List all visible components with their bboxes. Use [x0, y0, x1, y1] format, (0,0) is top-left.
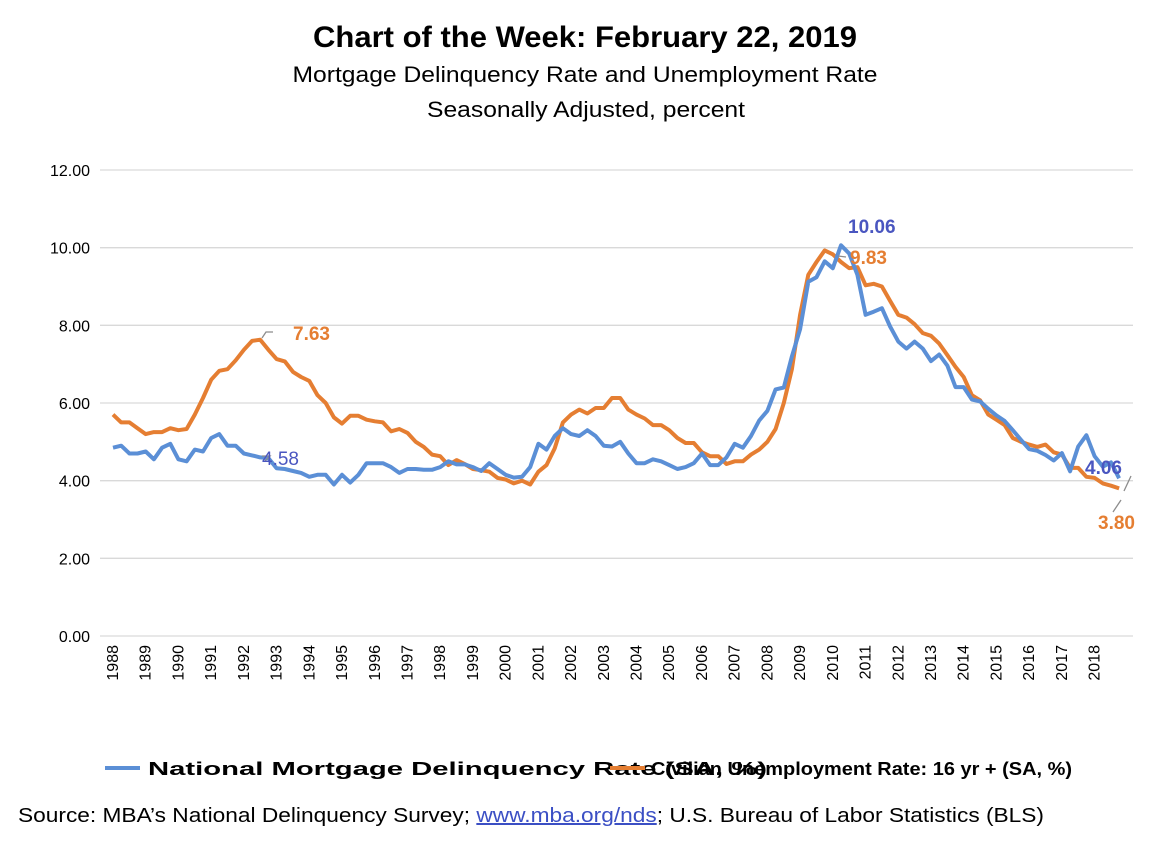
x-tick-label: 2017 — [1054, 645, 1071, 681]
x-tick-label: 2001 — [530, 645, 547, 681]
gridlines — [100, 169, 1133, 637]
x-axis-ticks: 1988 1989 1990 1991 1992 1993 1994 1995 1996 1997… — [105, 645, 1104, 681]
x-tick-label: 2005 — [661, 645, 678, 681]
label-leader-line — [261, 331, 273, 339]
unemployment-rate-line — [111, 248, 1120, 491]
x-tick-label: 2012 — [890, 645, 907, 681]
data-labels: 4.58 10.06 4.06 7.63 9.83 3.80 — [261, 217, 1135, 534]
x-tick-label: 1997 — [399, 645, 416, 681]
x-tick-label: 2004 — [629, 645, 646, 681]
series-lines — [111, 243, 1121, 491]
x-tick-label: 1998 — [432, 645, 449, 681]
legend: National Mortgage Delinquency Rate (SA, … — [105, 759, 1072, 779]
x-tick-label: 2007 — [727, 645, 744, 681]
x-tick-label: 2003 — [596, 645, 613, 681]
chart-subtitle-1: Mortgage Delinquency Rate and Unemployme… — [293, 62, 878, 87]
label-leader-line — [837, 255, 847, 258]
x-tick-label: 1996 — [367, 645, 384, 681]
x-tick-label: 1993 — [269, 645, 286, 681]
y-tick-label: 2.00 — [59, 551, 90, 568]
x-tick-label: 2018 — [1087, 645, 1104, 681]
y-tick-label: 12.00 — [50, 163, 90, 180]
x-tick-label: 1999 — [465, 645, 482, 681]
x-tick-label: 2011 — [858, 645, 875, 680]
data-label: 7.63 — [293, 324, 330, 345]
x-tick-label: 2008 — [759, 645, 776, 681]
y-tick-label: 0.00 — [59, 629, 90, 646]
data-label: 9.83 — [850, 248, 887, 269]
legend-label-unemployment: Civilian Unemployment Rate: 16 yr + (SA,… — [651, 759, 1072, 779]
y-axis-ticks: 0.00 2.00 4.00 6.00 8.00 10.00 12.00 — [50, 163, 90, 646]
data-label: 10.06 — [848, 217, 896, 238]
x-tick-label: 2009 — [792, 645, 809, 681]
x-tick-label: 1995 — [334, 645, 351, 681]
y-tick-label: 10.00 — [50, 241, 90, 258]
source-link[interactable]: www.mba.org/nds — [475, 805, 657, 827]
label-leader-line — [262, 455, 272, 462]
x-tick-label: 2016 — [1021, 645, 1038, 681]
legend-label-delinquency: National Mortgage Delinquency Rate (SA, … — [148, 759, 767, 779]
y-tick-label: 8.00 — [59, 318, 90, 335]
source-suffix: ; U.S. Bureau of Labor Statistics (BLS) — [657, 805, 1044, 827]
source-prefix: Source: MBA’s National Delinquency Surve… — [18, 805, 476, 827]
data-label: 4.06 — [1085, 458, 1122, 479]
label-leader-line — [1112, 499, 1122, 513]
data-label: 3.80 — [1098, 513, 1135, 534]
x-tick-label: 1990 — [170, 645, 187, 681]
source-note: Source: MBA’s National Delinquency Surve… — [18, 805, 1044, 827]
delinquency-rate-line — [112, 243, 1121, 487]
x-tick-label: 2002 — [563, 645, 580, 681]
x-tick-label: 2014 — [956, 645, 973, 681]
data-label: 4.58 — [262, 449, 299, 470]
x-tick-label: 1991 — [203, 645, 220, 681]
label-leader-line — [1123, 475, 1132, 492]
chart-subtitle-2: Seasonally Adjusted, percent — [427, 97, 745, 122]
x-tick-label: 2015 — [988, 645, 1005, 681]
x-tick-label: 2000 — [498, 645, 515, 681]
y-tick-label: 4.00 — [59, 474, 90, 491]
x-tick-label: 2013 — [923, 645, 940, 681]
x-tick-label: 2006 — [694, 645, 711, 681]
x-tick-label: 1988 — [105, 645, 122, 681]
x-tick-label: 1994 — [301, 645, 318, 681]
x-tick-label: 1989 — [138, 645, 155, 681]
x-tick-label: 2010 — [825, 645, 842, 681]
x-tick-label: 1992 — [236, 645, 253, 681]
chart-title: Chart of the Week: February 22, 2019 — [313, 21, 857, 54]
y-tick-label: 6.00 — [59, 396, 90, 413]
